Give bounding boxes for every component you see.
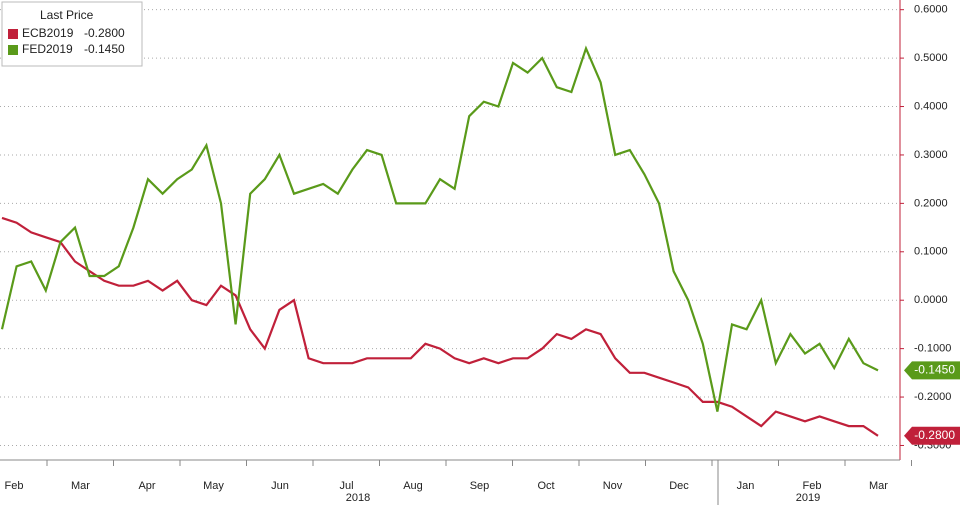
legend-value: -0.1450 bbox=[84, 42, 125, 56]
tag-label: -0.1450 bbox=[914, 363, 955, 377]
x-tick-label: Nov bbox=[603, 480, 623, 492]
y-tick-label: 0.5000 bbox=[914, 52, 948, 64]
line-series bbox=[1, 216, 879, 437]
year-label: 2019 bbox=[796, 492, 820, 504]
x-tick-label: Oct bbox=[537, 480, 554, 492]
legend: Last Price ECB2019 -0.2800 FED2019 -0.1450 bbox=[1, 1, 143, 67]
tag-label: -0.2800 bbox=[914, 428, 955, 442]
legend-box bbox=[1, 1, 143, 67]
y-tick-label: 0.2000 bbox=[914, 197, 948, 209]
x-tick-label: Apr bbox=[138, 480, 155, 492]
last-value-tag: -0.2800 bbox=[904, 426, 960, 445]
x-tick-label: Sep bbox=[470, 480, 490, 492]
legend-swatch bbox=[8, 29, 18, 39]
y-tick-label: 0.6000 bbox=[914, 4, 948, 16]
y-tick-label: 0.4000 bbox=[914, 100, 948, 112]
x-tick-label: Feb bbox=[5, 480, 24, 492]
x-tick-label: Aug bbox=[403, 480, 423, 492]
y-tick-label: 0.1000 bbox=[914, 246, 948, 258]
legend-swatch bbox=[8, 45, 18, 55]
line-series bbox=[0, 45, 879, 412]
y-tick-label: -0.2000 bbox=[914, 391, 951, 403]
legend-title: Last Price bbox=[40, 8, 94, 22]
x-tick-label: May bbox=[203, 480, 224, 492]
x-tick-label: Dec bbox=[669, 480, 689, 492]
tag-shape bbox=[904, 361, 960, 380]
x-tick-label: Feb bbox=[803, 480, 822, 492]
y-tick-label: 0.0000 bbox=[914, 294, 948, 306]
legend-label: FED2019 bbox=[22, 42, 73, 56]
y-tick-label: 0.3000 bbox=[914, 149, 948, 161]
tag-shape bbox=[904, 426, 960, 445]
x-tick-label: Mar bbox=[71, 480, 90, 492]
x-tick-label: Mar bbox=[869, 480, 888, 492]
last-value-tag: -0.1450 bbox=[904, 361, 960, 380]
y-tick-label: -0.1000 bbox=[914, 343, 951, 355]
year-label: 2018 bbox=[346, 492, 370, 504]
x-tick-label: Jan bbox=[737, 480, 755, 492]
legend-value: -0.2800 bbox=[84, 26, 125, 40]
x-tick-label: Jul bbox=[339, 480, 353, 492]
x-tick-label: Jun bbox=[271, 480, 289, 492]
legend-label: ECB2019 bbox=[22, 26, 74, 40]
